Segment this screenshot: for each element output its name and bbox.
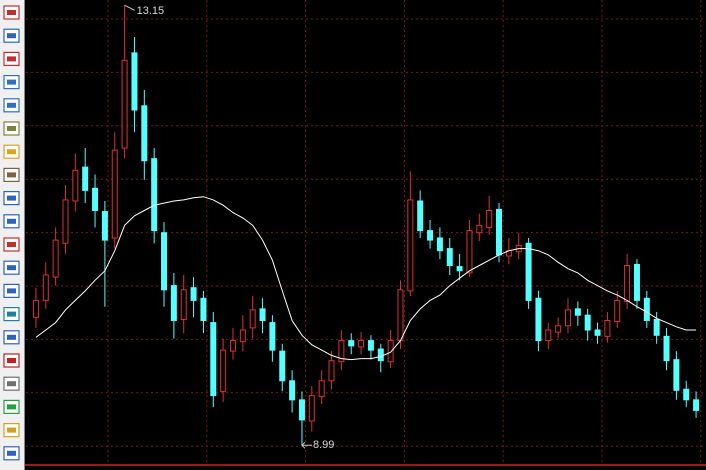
grid xyxy=(26,0,706,464)
candle-body xyxy=(456,266,463,272)
toolbar-icon xyxy=(7,126,16,131)
candle-body xyxy=(220,349,227,392)
candle-body xyxy=(82,166,89,191)
high-label: 13.15 xyxy=(137,5,165,17)
candle-body xyxy=(161,232,168,291)
candle-body xyxy=(496,208,503,256)
candle-body xyxy=(387,340,394,363)
toolbar-icon xyxy=(7,149,16,155)
toolbar-icon xyxy=(7,102,16,108)
candle-body xyxy=(673,359,680,391)
toolbar-icon xyxy=(7,10,16,15)
toolbar-icon xyxy=(7,334,16,340)
candle-body xyxy=(92,187,99,211)
candle-body xyxy=(42,274,49,301)
candle-body xyxy=(72,169,79,202)
candle-body xyxy=(101,211,108,241)
candle-body xyxy=(111,149,118,239)
candle-body xyxy=(476,224,483,234)
toolbar-icon xyxy=(7,358,16,363)
candle-body xyxy=(239,329,246,343)
candle-body xyxy=(170,285,177,321)
candle-body xyxy=(545,329,552,342)
toolbar-icon xyxy=(7,450,16,456)
candle-body xyxy=(180,289,187,320)
candle-body xyxy=(377,348,384,362)
candle-body xyxy=(427,230,434,241)
candle-body xyxy=(466,230,473,274)
candle-body xyxy=(446,248,453,266)
toolbar-icon xyxy=(7,404,16,410)
candle-body xyxy=(683,388,690,401)
candle-body xyxy=(417,200,424,232)
toolbar-icon xyxy=(7,56,16,62)
candle-body xyxy=(210,322,217,397)
candle-body xyxy=(604,319,611,337)
candle-body xyxy=(289,380,296,401)
toolbar-icon xyxy=(7,311,16,317)
candle-body xyxy=(564,309,571,327)
toolbar xyxy=(0,0,24,470)
candle-body xyxy=(62,199,69,244)
candle-body xyxy=(279,350,286,382)
candle-body xyxy=(249,309,256,329)
candle-body xyxy=(693,399,700,411)
candle-body xyxy=(535,297,542,342)
candle-body xyxy=(190,287,197,301)
toolbar-icon xyxy=(7,427,16,433)
candle-body xyxy=(643,297,650,321)
candle-body xyxy=(52,239,59,278)
candle-body xyxy=(141,105,148,162)
toolbar-icon xyxy=(7,265,16,271)
toolbar-icon xyxy=(7,33,16,39)
candle-body xyxy=(259,308,266,321)
candle-body xyxy=(653,318,660,336)
candle-body xyxy=(358,340,365,348)
candle-body xyxy=(525,242,532,301)
candle-body xyxy=(318,380,325,398)
candle-body xyxy=(614,299,621,323)
candle-body xyxy=(200,297,207,321)
moving-average xyxy=(35,196,697,361)
candle-body xyxy=(229,340,236,352)
candle-body xyxy=(624,264,631,302)
candle-body xyxy=(269,322,276,351)
candle-body xyxy=(308,395,315,422)
toolbar-icon xyxy=(7,195,16,201)
toolbar-icon xyxy=(7,218,16,224)
candle-body xyxy=(436,237,443,252)
toolbar-icon xyxy=(7,79,16,85)
high-pointer xyxy=(124,4,135,11)
candle-body xyxy=(407,199,414,292)
plot: 13.15 8.99 xyxy=(32,4,700,451)
candle-body xyxy=(397,289,404,342)
candle-body xyxy=(298,399,305,421)
candle-body xyxy=(348,340,355,347)
candle-body xyxy=(131,52,138,111)
toolbar-icon xyxy=(7,288,16,294)
candle-body xyxy=(151,158,158,232)
candle-body xyxy=(633,263,640,301)
toolbar-icon xyxy=(7,242,16,247)
toolbar-icon xyxy=(7,381,16,387)
low-label: 8.99 xyxy=(313,439,334,451)
toolbar-icon xyxy=(7,172,16,178)
candle-body xyxy=(32,299,39,318)
candle-body xyxy=(338,340,345,363)
candle-body xyxy=(594,329,601,336)
candle-body xyxy=(486,209,493,228)
candle-body xyxy=(367,340,374,351)
candle-body xyxy=(663,335,670,362)
candle-body xyxy=(121,59,128,149)
candle-body xyxy=(555,325,562,333)
low-pointer xyxy=(301,441,312,449)
candle-body xyxy=(574,308,581,316)
candle-body xyxy=(328,360,335,382)
candle-body xyxy=(584,314,591,331)
